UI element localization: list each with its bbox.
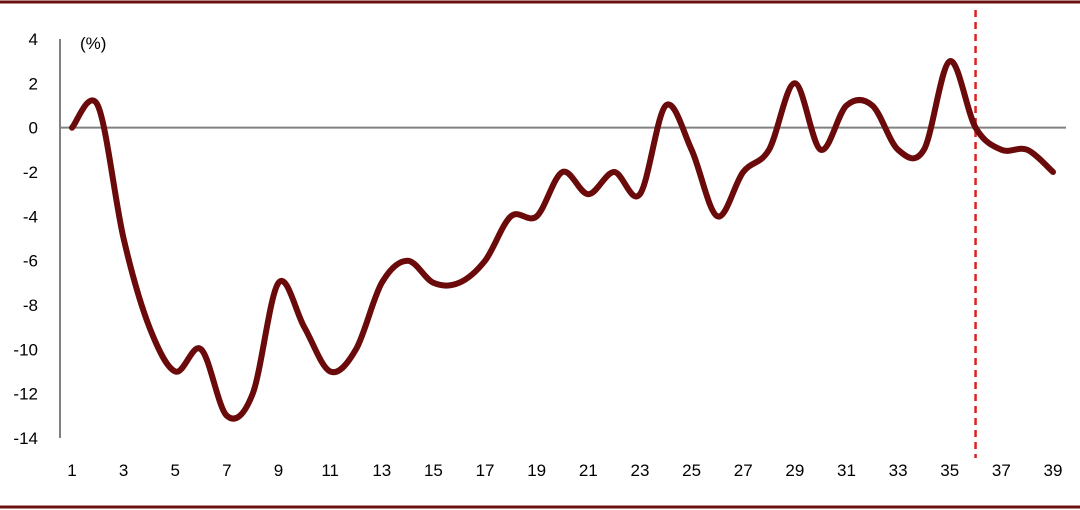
y-tick-label: -14 [13, 429, 38, 448]
x-tick-label: 19 [527, 461, 546, 480]
y-tick-label: -8 [23, 296, 38, 315]
x-tick-label: 23 [630, 461, 649, 480]
x-tick-label: 21 [579, 461, 598, 480]
x-tick-label: 9 [274, 461, 283, 480]
x-tick-label: 37 [992, 461, 1011, 480]
x-tick-label: 27 [734, 461, 753, 480]
x-tick-label: 17 [476, 461, 495, 480]
y-axis: 4 2 0 -2 -4 -6 -8 -10 -12 -14 [13, 30, 38, 448]
x-tick-label: 13 [372, 461, 391, 480]
y-unit-label: (%) [80, 34, 106, 53]
y-tick-label: -10 [13, 340, 38, 359]
x-tick-label: 29 [785, 461, 804, 480]
x-tick-label: 1 [67, 461, 76, 480]
y-tick-label: 0 [29, 119, 38, 138]
y-tick-label: -2 [23, 163, 38, 182]
y-tick-label: -12 [13, 385, 38, 404]
x-tick-label: 5 [171, 461, 180, 480]
x-axis: 1 3 5 7 9 11 13 15 17 19 21 23 25 27 29 31 33 35 37 39 [67, 461, 1062, 480]
x-tick-label: 39 [1044, 461, 1063, 480]
x-tick-label: 33 [889, 461, 908, 480]
x-tick-label: 7 [222, 461, 231, 480]
x-tick-label: 35 [940, 461, 959, 480]
x-tick-label: 31 [837, 461, 856, 480]
y-tick-label: -4 [23, 207, 38, 226]
y-tick-label: 2 [29, 74, 38, 93]
x-tick-label: 15 [424, 461, 443, 480]
y-tick-label: -6 [23, 252, 38, 271]
x-tick-label: 3 [119, 461, 128, 480]
y-tick-label: 4 [29, 30, 38, 49]
series-line [69, 58, 1056, 422]
x-tick-label: 25 [682, 461, 701, 480]
x-tick-label: 11 [321, 461, 339, 480]
